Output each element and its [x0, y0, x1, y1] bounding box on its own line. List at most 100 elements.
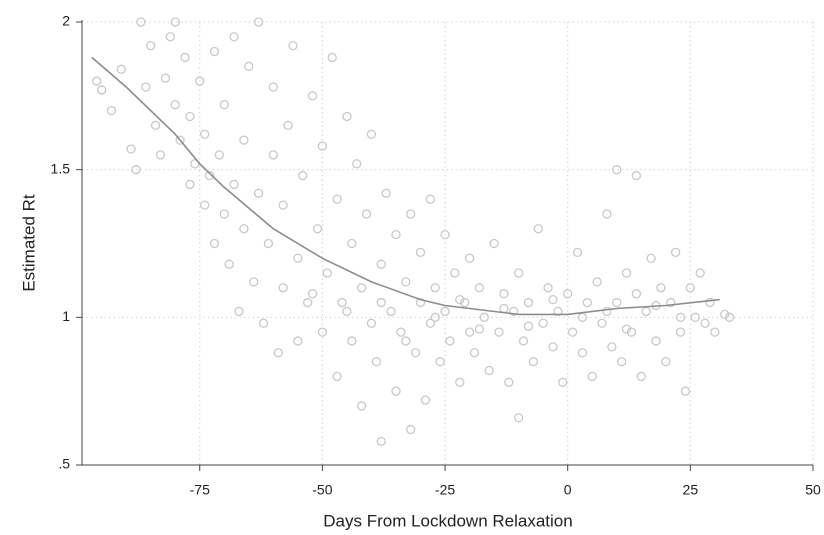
- scatter-point: [396, 327, 406, 337]
- x-axis-title: Days From Lockdown Relaxation: [323, 511, 572, 530]
- scatter-point: [356, 283, 367, 293]
- scatter-point: [670, 247, 681, 258]
- scatter-point: [278, 283, 288, 293]
- x-tick-label: -75: [190, 482, 210, 498]
- scatter-point: [175, 135, 185, 145]
- scatter-point: [474, 324, 485, 334]
- scatter-point: [558, 377, 568, 387]
- scatter-point: [651, 336, 661, 346]
- scatter-point: [165, 32, 175, 42]
- scatter-point: [700, 318, 710, 328]
- scatter-point: [720, 309, 730, 320]
- scatter-point: [126, 144, 136, 154]
- scatter-point: [327, 52, 337, 63]
- y-tick-label: .5: [58, 456, 70, 472]
- scatter-point: [136, 17, 146, 27]
- scatter-point: [150, 120, 161, 131]
- scatter-point: [425, 194, 435, 204]
- scatter-point: [386, 306, 396, 317]
- scatter-point: [146, 40, 156, 51]
- scatter-point: [455, 294, 465, 305]
- scatter-point: [361, 209, 372, 219]
- scatter-point: [170, 100, 180, 110]
- scatter-point: [209, 238, 220, 249]
- scatter-point: [415, 297, 426, 308]
- scatter-point: [636, 371, 646, 382]
- scatter-point: [523, 297, 534, 308]
- scatter-point: [185, 111, 195, 122]
- scatter-point: [464, 327, 475, 337]
- scatter-point: [406, 209, 416, 219]
- scatter-point: [209, 46, 220, 57]
- y-axis-title: Estimated Rt: [19, 194, 38, 292]
- scatter-point: [347, 238, 357, 249]
- scatter-point: [563, 289, 573, 299]
- scatter-point: [92, 76, 102, 86]
- x-tick-label: -50: [312, 482, 332, 498]
- scatter-point: [410, 348, 421, 358]
- scatter-point: [469, 348, 480, 358]
- scatter-point: [666, 297, 676, 308]
- scatter-point: [621, 324, 632, 334]
- scatter-point: [391, 386, 401, 396]
- y-tick-label: 2: [62, 13, 70, 29]
- scatter-point: [268, 82, 278, 92]
- scatter-point: [253, 17, 264, 27]
- scatter-point: [224, 259, 234, 269]
- scatter-point: [337, 297, 347, 308]
- scatter-point: [690, 312, 700, 322]
- scatter-point: [631, 289, 642, 299]
- scatter-point: [538, 318, 548, 328]
- scatter-point: [229, 32, 239, 42]
- scatter-point: [489, 238, 499, 249]
- scatter-point: [155, 150, 166, 160]
- scatter-point: [523, 321, 534, 331]
- scatter-point: [293, 336, 303, 346]
- scatter-point: [499, 289, 509, 299]
- scatter-point: [376, 259, 386, 269]
- scatter-point: [258, 318, 269, 328]
- scatter-point: [504, 377, 514, 387]
- scatter-point: [332, 194, 342, 204]
- scatter-point: [317, 141, 328, 151]
- scatter-point: [141, 82, 151, 92]
- scatter-point: [391, 229, 401, 240]
- scatter-point: [342, 306, 352, 317]
- scatter-point: [401, 336, 411, 346]
- scatter-point: [513, 268, 524, 278]
- scatter-point: [602, 209, 612, 219]
- scatter-point: [621, 268, 632, 278]
- scatter-point: [641, 306, 651, 317]
- scatter-point: [474, 283, 485, 293]
- scatter-point: [239, 224, 249, 234]
- scatter-point: [710, 327, 720, 337]
- scatter-point: [567, 327, 578, 337]
- scatter-point: [268, 150, 278, 160]
- scatter-point: [303, 297, 313, 308]
- scatter-point: [513, 413, 524, 423]
- scatter-point: [234, 306, 244, 317]
- scatter-point: [96, 85, 107, 95]
- scatter-point: [332, 371, 342, 382]
- scatter-point: [680, 386, 691, 396]
- scatter-point: [685, 283, 695, 293]
- scatter-point: [445, 336, 455, 346]
- scatter-point: [160, 73, 171, 83]
- scatter-point: [724, 312, 735, 322]
- x-tick-label: -25: [435, 482, 455, 498]
- scatter-point: [587, 371, 597, 382]
- scatter-point: [631, 170, 642, 181]
- scatter-point: [464, 253, 475, 263]
- scatter-point: [607, 342, 617, 352]
- scatter-point: [499, 303, 509, 314]
- scatter-point: [381, 188, 391, 198]
- scatter-point: [597, 318, 607, 328]
- scatter-point: [548, 294, 558, 305]
- scatter-point: [406, 424, 416, 435]
- scatter-point: [307, 91, 318, 101]
- scatter-point: [356, 401, 367, 411]
- scatter-point: [249, 277, 259, 287]
- scatter-point: [577, 348, 588, 358]
- scatter-point: [293, 253, 303, 263]
